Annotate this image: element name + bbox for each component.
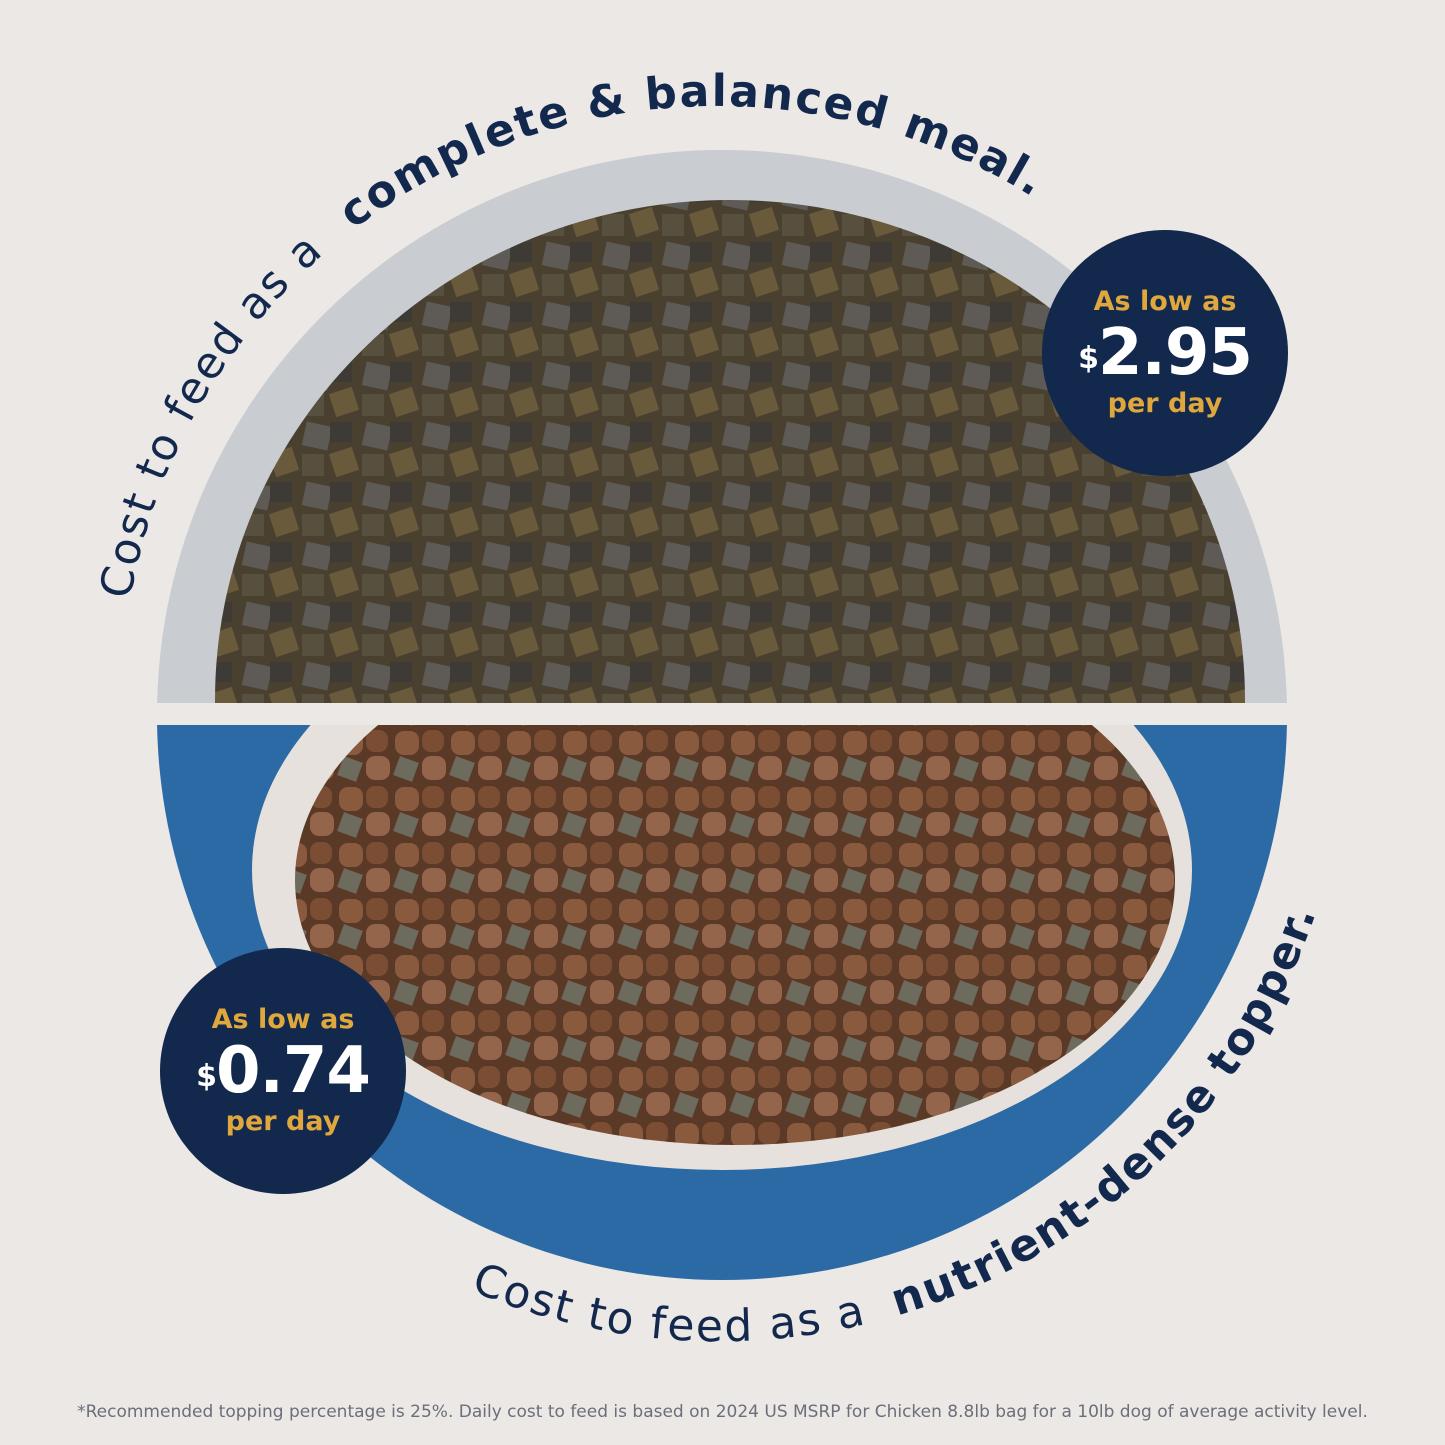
currency-symbol: $ bbox=[196, 1059, 217, 1094]
price-value: 0.74 bbox=[215, 1034, 371, 1108]
badge-price: $2.95 bbox=[1078, 316, 1253, 390]
bottom-bowl bbox=[157, 725, 1287, 1280]
top-bowl bbox=[157, 150, 1287, 703]
badge-label: As low as bbox=[211, 1004, 355, 1035]
price-badge-topper: As low as $0.74 per day bbox=[160, 948, 406, 1194]
footnote: *Recommended topping percentage is 25%. … bbox=[77, 1402, 1368, 1422]
currency-symbol: $ bbox=[1078, 341, 1099, 376]
badge-unit: per day bbox=[1107, 388, 1223, 419]
badge-label: As low as bbox=[1093, 286, 1237, 317]
badge-price: $0.74 bbox=[196, 1034, 371, 1108]
badge-unit: per day bbox=[225, 1106, 341, 1137]
price-badge-complete-meal: As low as $2.95 per day bbox=[1042, 230, 1288, 476]
price-value: 2.95 bbox=[1097, 316, 1253, 390]
